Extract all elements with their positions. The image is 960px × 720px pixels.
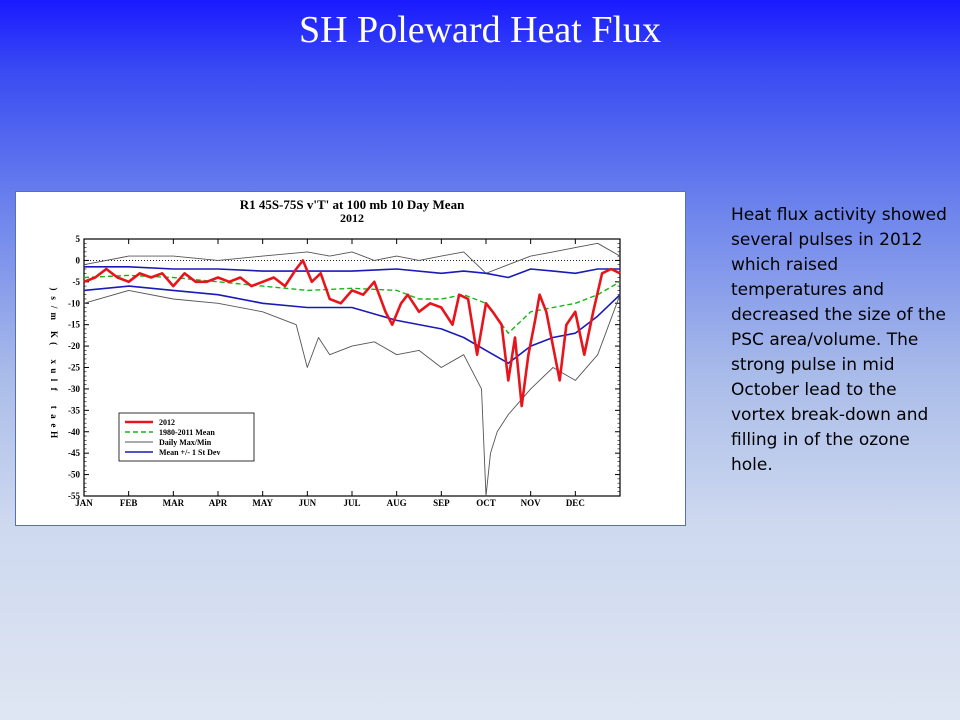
chart-svg: R1 45S-75S v'T' at 100 mb 10 Day Mean201… (49, 197, 621, 508)
legend-label: 2012 (159, 418, 175, 427)
x-tick-label: AUG (387, 498, 407, 508)
series-line-0 (83, 259, 621, 408)
y-axis-label-char: f (49, 388, 59, 392)
y-tick-label: -55 (68, 491, 80, 501)
y-axis-label-char: e (49, 424, 59, 428)
x-tick-label: OCT (476, 498, 496, 508)
chart-title: R1 45S-75S v'T' at 100 mb 10 Day Mean (240, 197, 465, 212)
y-axis-label-char: u (49, 368, 59, 373)
y-tick-label: -35 (68, 405, 80, 415)
x-tick-label: FEB (120, 498, 138, 508)
x-tick-label: JUL (343, 498, 360, 508)
y-axis-label-char: K (49, 331, 59, 338)
y-tick-label: -40 (68, 427, 80, 437)
y-tick-label: -10 (68, 298, 80, 308)
x-tick-label: JUN (299, 498, 317, 508)
legend-label: Mean +/- 1 St Dev (159, 448, 220, 457)
x-tick-label: JAN (75, 498, 93, 508)
x-tick-label: DEC (566, 498, 585, 508)
y-tick-label: -25 (68, 363, 80, 373)
chart-figure: R1 45S-75S v'T' at 100 mb 10 Day Mean 201… (15, 191, 686, 526)
y-tick-label: -50 (68, 470, 80, 480)
legend-label: 1980-2011 Mean (159, 428, 215, 437)
y-axis-label-char: t (49, 406, 59, 409)
y-axis-label-char: / (49, 305, 59, 309)
y-axis-label-char: ) (49, 288, 59, 291)
series-line-3 (83, 289, 621, 497)
series-line-4 (84, 266, 620, 279)
y-axis-label-char: m (49, 313, 59, 321)
x-tick-label: NOV (521, 498, 542, 508)
chart-subtitle: 2012 (340, 211, 364, 225)
slide-body-text: Heat flux activity showed several pulses… (731, 205, 947, 475)
y-tick-label: -20 (68, 341, 80, 351)
x-tick-label: APR (209, 498, 228, 508)
slide-title: SH Poleward Heat Flux (298, 9, 662, 51)
y-axis-label-char: H (49, 431, 59, 438)
y-axis-label-char: x (49, 360, 59, 365)
y-tick-label: -45 (68, 448, 80, 458)
y-tick-label: 0 (76, 255, 81, 265)
x-tick-label: MAY (252, 498, 273, 508)
x-tick-label: MAR (163, 498, 185, 508)
x-tick-label: SEP (433, 498, 450, 508)
y-axis-label-char: a (49, 414, 59, 419)
y-axis-label-char: ( (49, 342, 59, 345)
series-line-2 (83, 242, 621, 274)
y-tick-label: -15 (68, 320, 80, 330)
legend-label: Daily Max/Min (159, 438, 212, 447)
series-line-5 (83, 285, 621, 364)
y-tick-label: 5 (76, 234, 81, 244)
y-axis-label-char: s (49, 296, 59, 300)
series-line-1 (83, 274, 621, 334)
y-axis-label-char: l (49, 379, 59, 382)
y-tick-label: -5 (73, 277, 81, 287)
y-tick-label: -30 (68, 384, 80, 394)
